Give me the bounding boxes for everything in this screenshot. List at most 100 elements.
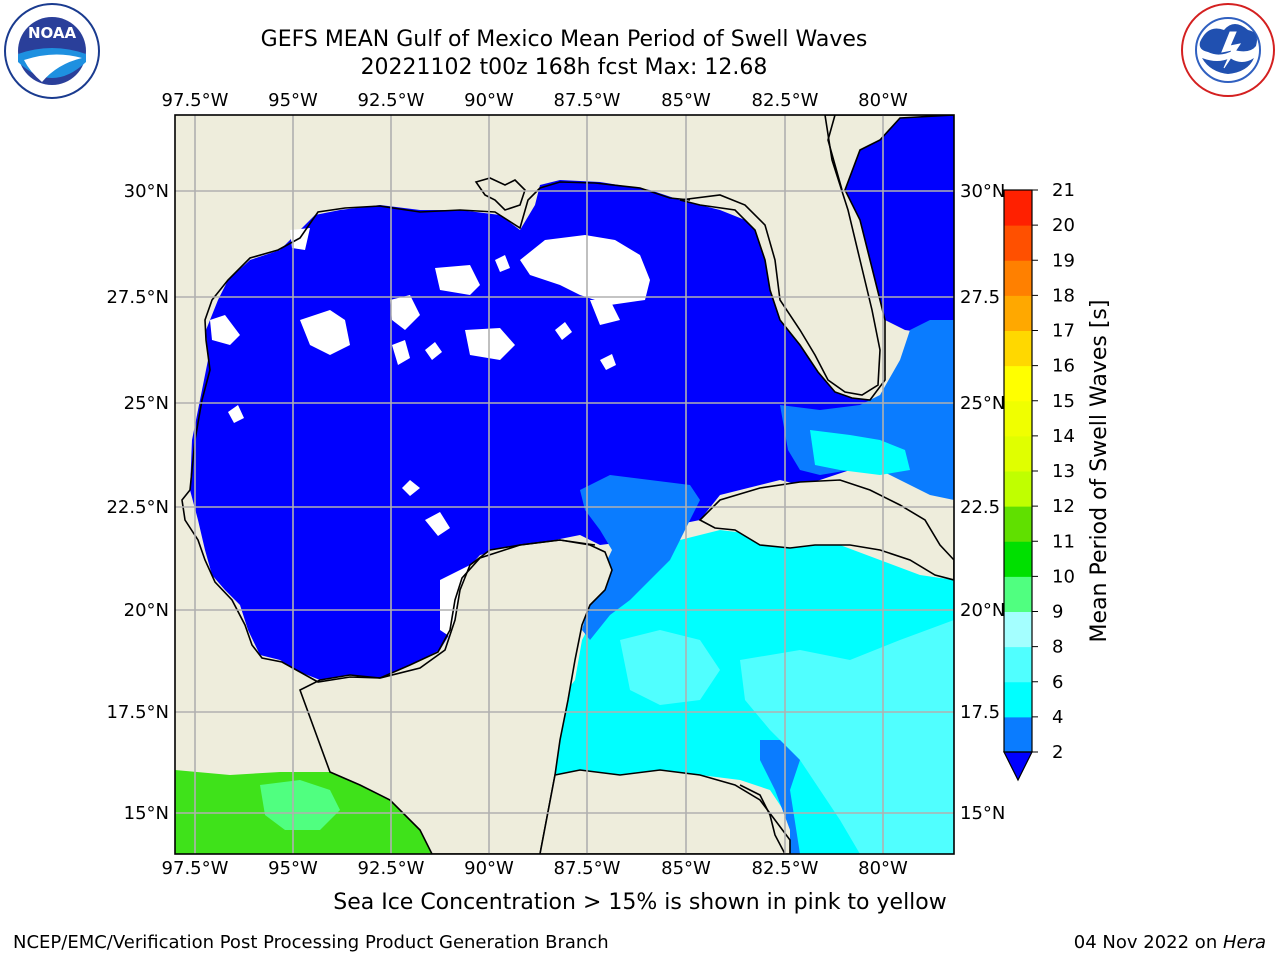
date-prefix: 04 Nov 2022 on bbox=[1073, 932, 1223, 953]
lat-label: 15°N bbox=[960, 803, 1005, 824]
lat-label: 27.5 bbox=[960, 287, 1000, 308]
lat-label: 30°N bbox=[124, 181, 169, 202]
lon-label: 87.5°W bbox=[554, 858, 621, 879]
colorbar-tick-label: 9 bbox=[1052, 602, 1063, 623]
colorbar-ticks: 2 4 6 8 9 10 11 12 13 14 15 16 17 18 19 20 21 bbox=[1032, 180, 1075, 763]
colorbar-tick-label: 15 bbox=[1052, 391, 1075, 412]
lat-label: 15°N bbox=[124, 803, 169, 824]
colorbar-swatches bbox=[1004, 190, 1032, 753]
colorbar-tick-label: 11 bbox=[1052, 531, 1075, 552]
lat-label: 17.5°N bbox=[106, 702, 169, 723]
lon-label: 97.5°W bbox=[162, 90, 229, 111]
colorbar: 2 4 6 8 9 10 11 12 13 14 15 16 17 18 19 20 21 Mean Perio… bbox=[1003, 180, 1112, 782]
lon-label: 92.5°W bbox=[358, 90, 425, 111]
nw-caribbean-mid-blue bbox=[760, 740, 800, 854]
lon-label: 95°W bbox=[268, 858, 318, 879]
lat-label: 25°N bbox=[960, 393, 1005, 414]
lat-label: 27.5°N bbox=[106, 287, 169, 308]
map-area bbox=[175, 115, 954, 854]
florida-land bbox=[679, 115, 954, 401]
colorbar-swatch bbox=[1004, 225, 1032, 261]
lon-label: 80°W bbox=[858, 90, 908, 111]
pacific-light-patch bbox=[260, 780, 340, 830]
sea-ice-note: Sea Ice Concentration > 15% is shown in … bbox=[333, 890, 947, 915]
caribbean-light-patch-2 bbox=[620, 630, 720, 705]
lon-label: 97.5°W bbox=[162, 858, 229, 879]
colorbar-tick-label: 20 bbox=[1052, 215, 1075, 236]
lon-labels-top: 97.5°W 95°W 92.5°W 90°W 87.5°W 85°W 82.5… bbox=[162, 90, 908, 111]
lon-label: 80°W bbox=[858, 858, 908, 879]
lon-label: 90°W bbox=[464, 858, 514, 879]
colorbar-swatch bbox=[1004, 681, 1032, 718]
cuba-land bbox=[698, 479, 954, 581]
lon-label: 95°W bbox=[268, 90, 318, 111]
coastlines bbox=[181, 115, 843, 854]
noaa-logo: NOAA bbox=[4, 3, 100, 99]
lat-label: 25°N bbox=[124, 393, 169, 414]
colorbar-tick-label: 6 bbox=[1052, 672, 1063, 693]
colorbar-tick-label: 4 bbox=[1052, 707, 1063, 728]
lon-label: 90°W bbox=[464, 90, 514, 111]
colorbar-tick-label: 13 bbox=[1052, 461, 1075, 482]
caribbean-light-patch bbox=[740, 620, 954, 854]
lat-label: 22.5°N bbox=[106, 497, 169, 518]
map-title: GEFS MEAN Gulf of Mexico Mean Period of … bbox=[260, 27, 868, 52]
colorbar-tick-label: 21 bbox=[1052, 180, 1075, 201]
lat-label: 20°N bbox=[960, 600, 1005, 621]
colorbar-tick-label: 8 bbox=[1052, 637, 1063, 658]
lon-label: 85°W bbox=[661, 90, 711, 111]
lat-label: 22.5 bbox=[960, 497, 1000, 518]
central-america-land bbox=[539, 769, 791, 854]
noaa-logo-text: NOAA bbox=[28, 24, 77, 42]
date-line: 04 Nov 2022 on Hera bbox=[1074, 932, 1266, 953]
colorbar-swatch bbox=[1004, 260, 1032, 296]
colorbar-tick-label: 12 bbox=[1052, 496, 1075, 517]
colorbar-swatch bbox=[1004, 541, 1032, 577]
colorbar-tick-label: 18 bbox=[1052, 285, 1075, 306]
colorbar-tick-label: 10 bbox=[1052, 566, 1075, 587]
colorbar-label: Mean Period of Swell Waves [s] bbox=[1087, 300, 1112, 643]
atlantic-swell-region bbox=[845, 115, 954, 335]
lat-labels-left: 30°N 27.5°N 25°N 22.5°N 20°N 17.5°N 15°N bbox=[106, 181, 169, 824]
colorbar-under-arrow bbox=[1003, 751, 1033, 782]
colorbar-swatch bbox=[1004, 400, 1032, 437]
colorbar-swatch bbox=[1004, 435, 1032, 472]
lon-label: 82.5°W bbox=[752, 90, 819, 111]
yucatan-swell-region bbox=[580, 475, 700, 640]
yucatan-land bbox=[299, 539, 613, 854]
colorbar-tick-label: 14 bbox=[1052, 426, 1075, 447]
colorbar-swatch bbox=[1004, 190, 1032, 226]
lat-label: 30°N bbox=[960, 181, 1005, 202]
florida-keys-cyan-patch bbox=[810, 430, 910, 475]
colorbar-swatch bbox=[1004, 576, 1032, 612]
colorbar-tick-label: 19 bbox=[1052, 250, 1075, 271]
lat-label: 20°N bbox=[124, 600, 169, 621]
lat-labels-right: 30°N 27.5 25°N 22.5 20°N 17.5 15°N bbox=[960, 181, 1005, 824]
no-data-patches bbox=[210, 228, 650, 640]
map-subtitle: 20221102 t00z 168h fcst Max: 12.68 bbox=[360, 55, 768, 80]
colorbar-swatch bbox=[1004, 646, 1032, 683]
lat-label: 17.5 bbox=[960, 702, 1000, 723]
nws-logo bbox=[1181, 3, 1275, 97]
lon-label: 82.5°W bbox=[752, 858, 819, 879]
colorbar-tick-label: 16 bbox=[1052, 356, 1075, 377]
credit-line: NCEP/EMC/Verification Post Processing Pr… bbox=[13, 932, 609, 953]
gulf-swell-region bbox=[190, 180, 878, 680]
colorbar-swatch bbox=[1004, 295, 1032, 331]
lon-label: 87.5°W bbox=[554, 90, 621, 111]
lon-label: 92.5°W bbox=[358, 858, 425, 879]
colorbar-swatch bbox=[1004, 506, 1032, 542]
colorbar-swatch bbox=[1004, 330, 1032, 367]
colorbar-tick-label: 2 bbox=[1052, 742, 1063, 763]
colorbar-tick-label: 17 bbox=[1052, 321, 1075, 342]
colorbar-swatch bbox=[1004, 611, 1032, 648]
date-host: Hera bbox=[1222, 932, 1266, 953]
lon-labels-bottom: 97.5°W 95°W 92.5°W 90°W 87.5°W 85°W 82.5… bbox=[162, 858, 908, 879]
map-frame bbox=[174, 114, 955, 855]
colorbar-swatch bbox=[1004, 471, 1032, 507]
colorbar-swatch bbox=[1004, 365, 1032, 402]
gridlines bbox=[175, 115, 954, 854]
lon-label: 85°W bbox=[661, 858, 711, 879]
colorbar-swatch bbox=[1004, 716, 1032, 753]
